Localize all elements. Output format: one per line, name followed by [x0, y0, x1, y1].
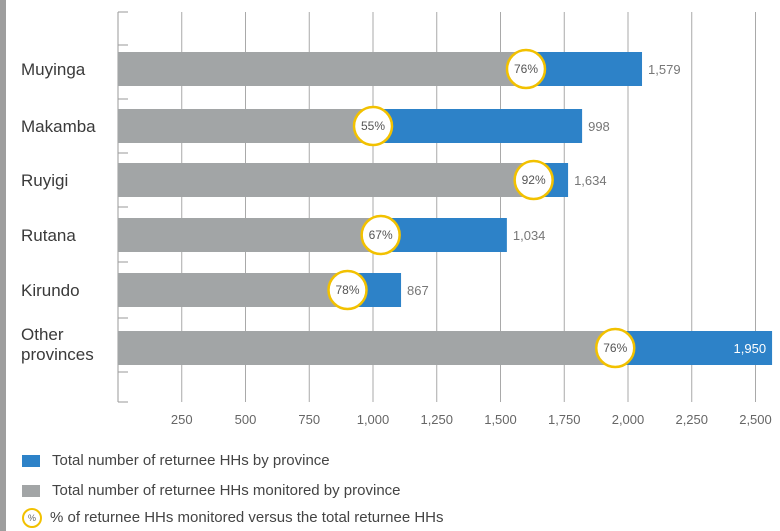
legend-item-monitored: Total number of returnee HHs monitored b…: [22, 482, 401, 499]
bar-monitored: [118, 273, 340, 307]
x-tick-label: 250: [171, 412, 193, 427]
category-label: Other provinces: [21, 325, 94, 364]
percent-marker-label: 55%: [361, 119, 385, 133]
category-label: Ruyigi: [21, 171, 68, 190]
bar-value-label: 1,579: [648, 62, 681, 77]
category-label: Muyinga: [21, 60, 86, 79]
percent-marker: [327, 269, 368, 311]
legend-percent-circle-icon: %: [22, 508, 42, 528]
legend-item-percent: % % of returnee HHs monitored versus the …: [22, 508, 444, 528]
category-label: Rutana: [21, 226, 76, 245]
left-border: [0, 0, 6, 531]
x-tick-label: 2,250: [675, 412, 708, 427]
percent-marker-label: 78%: [335, 283, 359, 297]
x-tick-label: 1,750: [548, 412, 581, 427]
percent-marker: [595, 327, 636, 369]
x-tick-label: 2,500: [739, 412, 772, 427]
x-tick-label: 1,500: [484, 412, 517, 427]
percent-marker: [360, 214, 401, 256]
percent-marker-label: 92%: [522, 173, 546, 187]
bar-value-label: 867: [407, 283, 429, 298]
percent-marker-label: 76%: [603, 341, 627, 355]
legend-item-total: Total number of returnee HHs by province: [22, 452, 330, 469]
x-tick-label: 500: [235, 412, 257, 427]
bar-monitored: [118, 218, 381, 252]
bar-monitored: [118, 163, 534, 197]
bar-value-label: 1,034: [513, 228, 546, 243]
x-tick-label: 1,250: [420, 412, 453, 427]
bar-monitored: [118, 331, 616, 365]
bar-monitored: [118, 52, 526, 86]
legend-label-monitored: Total number of returnee HHs monitored b…: [52, 482, 401, 499]
category-label: Kirundo: [21, 281, 80, 300]
bar-monitored: [118, 109, 373, 143]
bar-value-label: 998: [588, 119, 610, 134]
percent-marker: [505, 48, 547, 90]
legend-label-total: Total number of returnee HHs by province: [52, 452, 330, 469]
category-label: Makamba: [21, 117, 96, 136]
percent-marker-label: 76%: [514, 62, 538, 76]
legend-swatch-total: [22, 455, 40, 468]
bar-value-label: 1,950: [734, 341, 767, 356]
percent-marker: [513, 159, 554, 201]
x-tick-label: 2,000: [612, 412, 645, 427]
legend-swatch-monitored: [22, 485, 40, 498]
percent-marker: [352, 105, 394, 147]
x-tick-label: 750: [298, 412, 320, 427]
bar-chart: 250 500 750 1,000 1,250 1,500 1,750 2,000 2,250 2…: [21, 11, 773, 427]
bar-value-label: 1,634: [574, 173, 607, 188]
percent-marker-label: 67%: [369, 228, 393, 242]
legend-label-percent: % of returnee HHs monitored versus the t…: [50, 508, 444, 526]
x-tick-label: 1,000: [357, 412, 390, 427]
